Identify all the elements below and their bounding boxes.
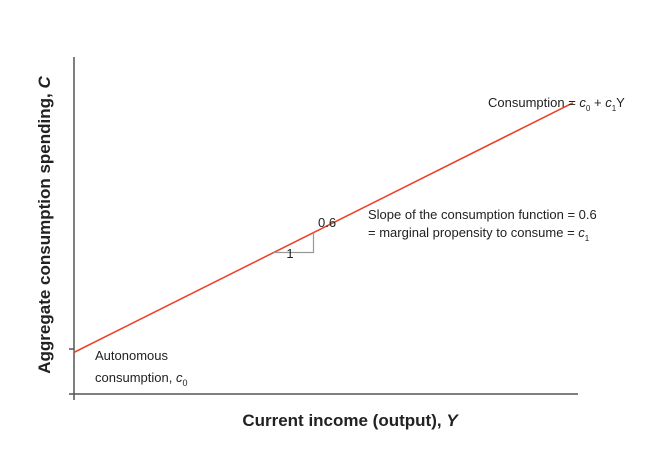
consumption-line	[73, 102, 574, 354]
consumption-equation-label: Consumption = c0 + c1Y	[488, 95, 625, 113]
slope-description: Slope of the consumption function = 0.6	[368, 207, 597, 222]
y-axis-label: Aggregate consumption spending, C	[35, 76, 54, 374]
autonomous-consumption-label: consumption, c0	[95, 370, 187, 388]
slope-triangle	[273, 232, 315, 254]
run-label: 1	[286, 246, 293, 261]
rise-label: 0.6	[318, 215, 336, 230]
autonomous-label: Autonomous	[95, 348, 168, 363]
x-axis-label: Current income (output), Y	[242, 411, 459, 430]
mpc-description: = marginal propensity to consume = c1	[368, 225, 590, 243]
